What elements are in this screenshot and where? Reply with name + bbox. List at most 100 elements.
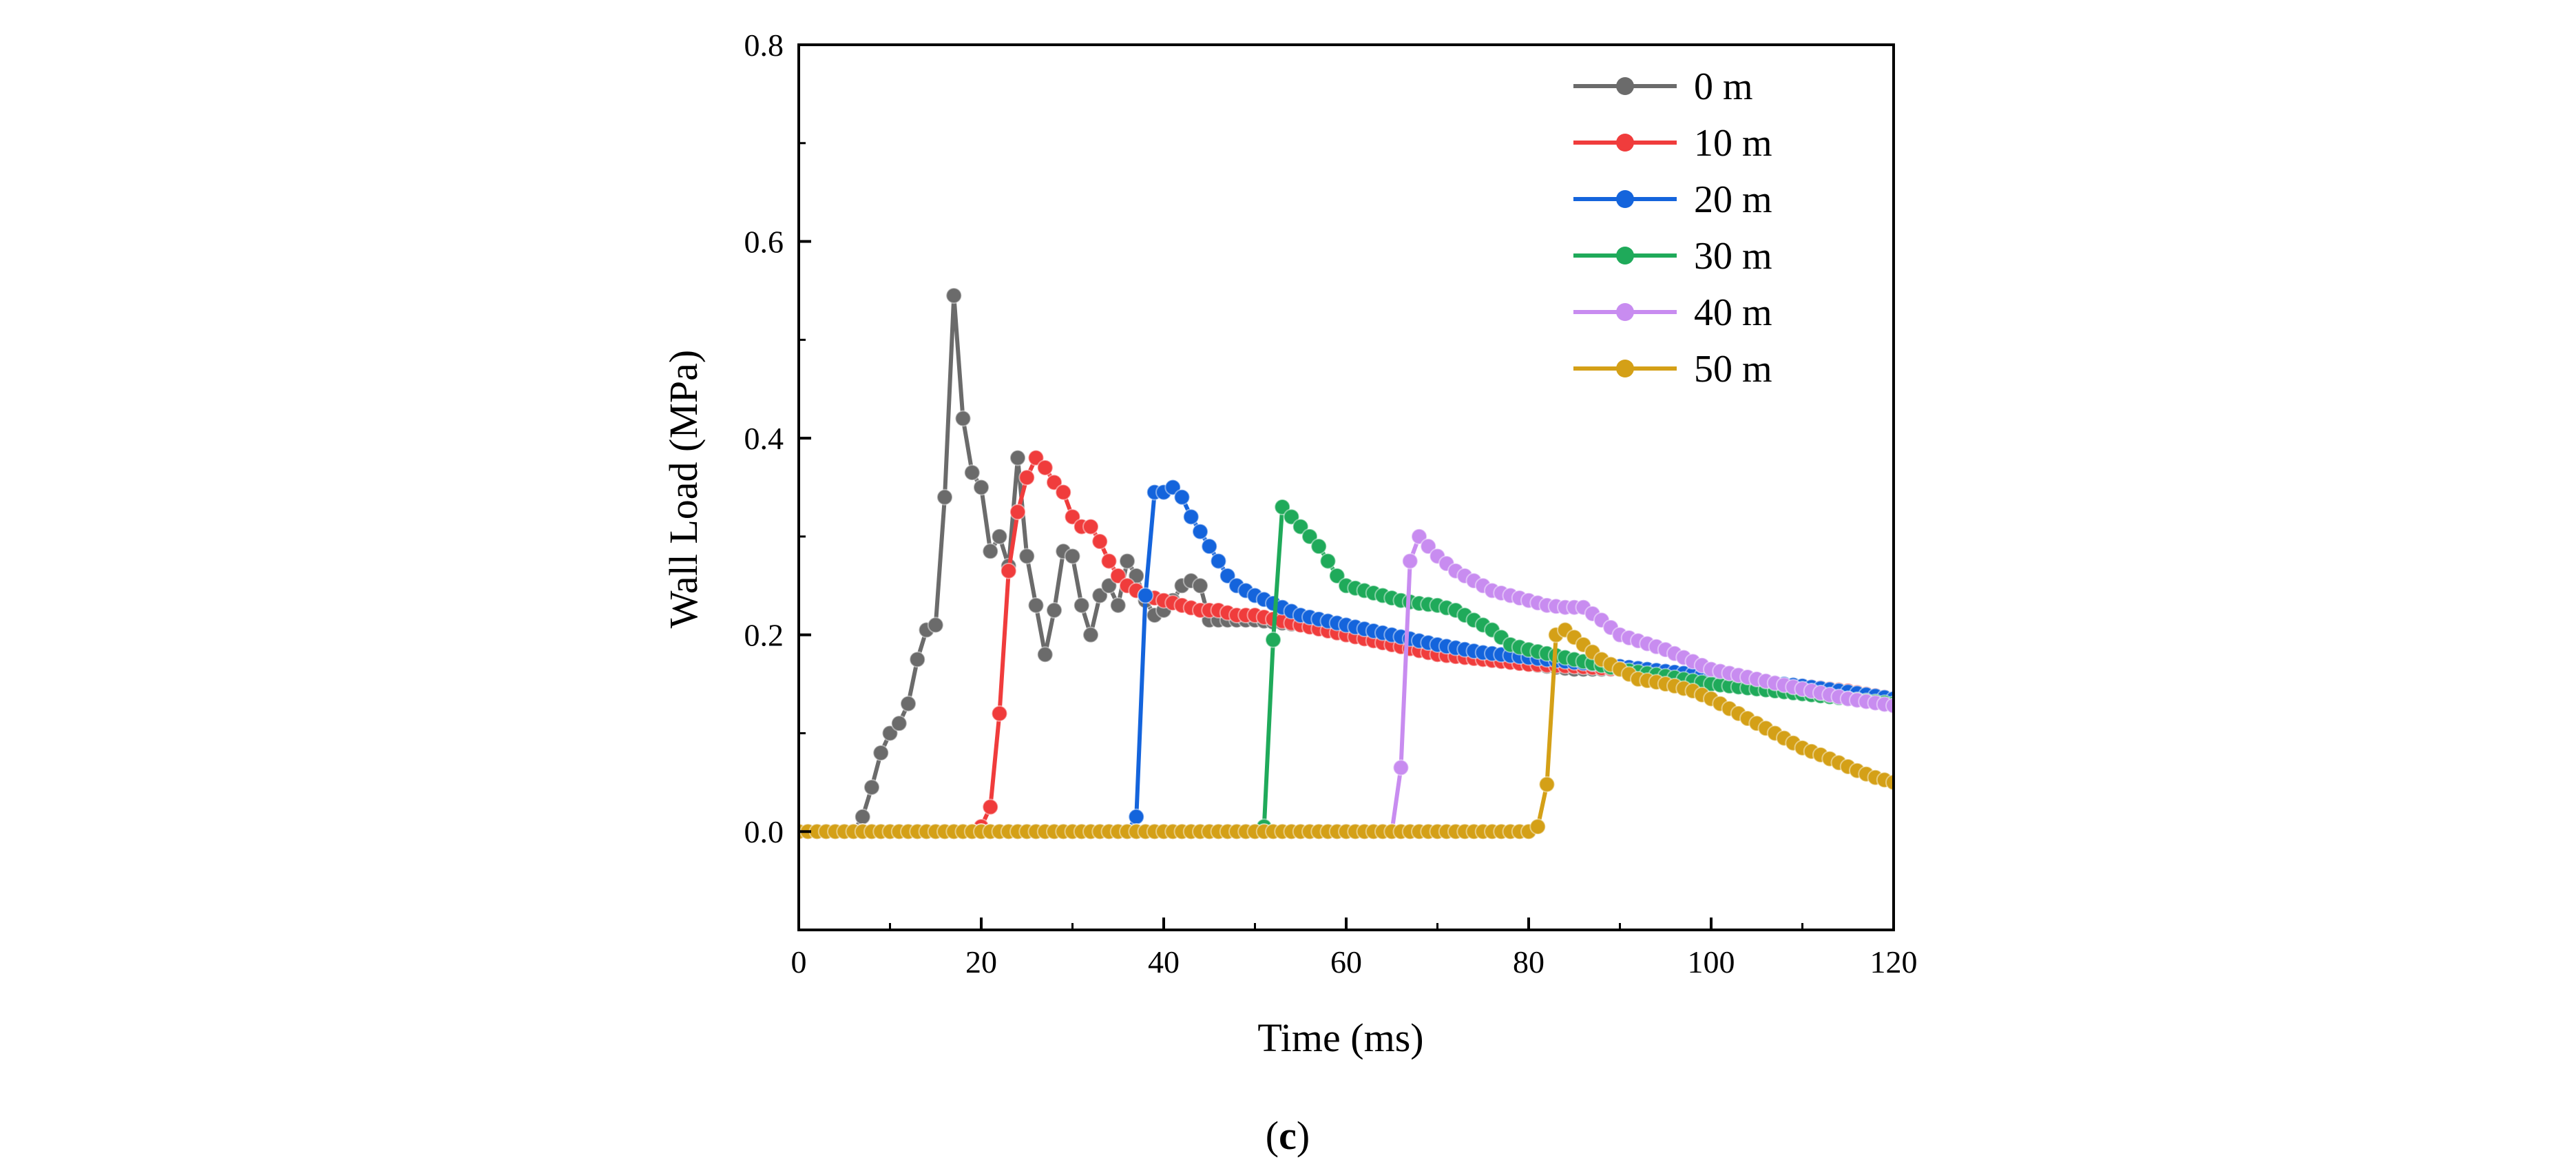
data-point-10-m xyxy=(1082,518,1099,535)
data-point-0-m xyxy=(963,464,981,481)
data-point-10-m xyxy=(1018,469,1036,486)
data-point-40-m xyxy=(1411,528,1427,545)
data-point-20-m xyxy=(1192,523,1208,540)
legend-marker xyxy=(1616,247,1634,265)
x-tick-label: 60 xyxy=(1330,944,1362,980)
data-point-0-m xyxy=(909,651,926,668)
data-point-0-m xyxy=(900,695,917,712)
data-point-10-m xyxy=(1100,552,1118,570)
data-point-0-m xyxy=(1091,587,1109,604)
data-point-0-m xyxy=(1100,577,1118,594)
caption-close: ) xyxy=(1297,1113,1310,1158)
data-point-30-m xyxy=(1283,508,1300,526)
y-tick-label: 0.4 xyxy=(744,421,784,456)
data-point-40-m xyxy=(1392,759,1410,776)
data-point-0-m xyxy=(1109,597,1127,614)
data-point-50-m xyxy=(1538,776,1556,793)
data-point-10-m xyxy=(1091,533,1109,550)
legend-label: 0 m xyxy=(1694,65,1753,108)
data-point-10-m xyxy=(1000,562,1017,579)
data-point-40-m xyxy=(1420,538,1437,555)
x-tick-label: 0 xyxy=(791,944,807,980)
legend-marker xyxy=(1616,134,1634,152)
figure-caption: (c) xyxy=(1266,1113,1310,1158)
data-point-10-m xyxy=(1046,474,1062,491)
y-tick-label: 0.2 xyxy=(744,618,784,653)
data-point-20-m xyxy=(1128,808,1145,825)
data-point-0-m xyxy=(1009,449,1026,466)
data-point-30-m xyxy=(1292,518,1309,535)
data-point-10-m xyxy=(991,705,1008,722)
y-tick-label: 0.8 xyxy=(744,28,784,63)
data-point-50-m xyxy=(1529,818,1547,836)
data-point-30-m xyxy=(1310,538,1328,555)
data-point-0-m xyxy=(945,287,963,304)
series-line-50-m xyxy=(799,628,1894,834)
data-point-20-m xyxy=(1210,552,1227,570)
y-axis-title: Wall Load (MPa) xyxy=(661,350,706,628)
data-point-40-m xyxy=(1885,697,1894,714)
data-point-0-m xyxy=(881,725,899,742)
series-line-10-m xyxy=(799,455,1894,834)
legend-label: 20 m xyxy=(1694,178,1772,221)
caption-letter: c xyxy=(1279,1113,1297,1158)
data-point-10-m xyxy=(1055,484,1072,501)
legend-marker xyxy=(1616,303,1634,321)
data-point-10-m xyxy=(982,798,999,816)
data-point-10-m xyxy=(1036,459,1054,476)
data-point-0-m xyxy=(1046,601,1062,619)
data-point-30-m xyxy=(1274,499,1291,516)
data-point-0-m xyxy=(872,745,890,761)
data-point-0-m xyxy=(1082,626,1099,643)
x-tick-label: 120 xyxy=(1870,944,1918,980)
data-point-0-m xyxy=(854,808,871,825)
data-point-20-m xyxy=(1219,568,1236,584)
legend-marker xyxy=(1616,360,1634,377)
data-point-30-m xyxy=(1265,631,1281,648)
data-point-0-m xyxy=(973,479,989,496)
data-point-0-m xyxy=(1192,577,1208,594)
plot-area xyxy=(799,287,1894,840)
legend-label: 10 m xyxy=(1694,122,1772,165)
data-point-0-m xyxy=(1119,552,1135,570)
data-point-0-m xyxy=(863,778,880,796)
data-point-50-m xyxy=(1885,774,1894,791)
legend: 0 m 10 m 20 m 30 m 40 m 50 m xyxy=(1573,65,1772,391)
data-point-30-m xyxy=(1301,528,1318,545)
data-point-30-m xyxy=(1319,552,1337,570)
data-point-0-m xyxy=(890,715,908,732)
x-tick-label: 40 xyxy=(1148,944,1180,980)
series-line-20-m xyxy=(799,485,1894,834)
legend-label: 30 m xyxy=(1694,235,1772,278)
data-point-20-m xyxy=(1173,488,1191,506)
data-point-0-m xyxy=(1064,548,1081,565)
x-tick-label: 80 xyxy=(1513,944,1544,980)
data-point-20-m xyxy=(1164,479,1182,496)
y-tick-label: 0.0 xyxy=(744,814,784,849)
data-point-20-m xyxy=(1137,587,1154,604)
data-point-0-m xyxy=(936,488,953,506)
data-point-0-m xyxy=(1036,646,1054,663)
data-point-20-m xyxy=(1182,508,1200,526)
data-point-10-m xyxy=(1109,568,1127,584)
data-point-40-m xyxy=(1401,552,1418,570)
data-point-20-m xyxy=(1201,538,1218,555)
y-tick-label: 0.6 xyxy=(744,225,784,260)
caption-open: ( xyxy=(1266,1113,1279,1158)
data-point-0-m xyxy=(954,410,972,427)
data-point-0-m xyxy=(1018,548,1036,565)
legend-marker xyxy=(1616,77,1634,95)
series-group xyxy=(799,287,1894,840)
data-point-10-m xyxy=(1009,504,1026,521)
data-point-0-m xyxy=(927,616,944,634)
data-point-30-m xyxy=(1328,568,1345,584)
data-point-0-m xyxy=(982,543,999,560)
legend-label: 40 m xyxy=(1694,291,1772,334)
x-tick-label: 100 xyxy=(1688,944,1735,980)
legend-label: 50 m xyxy=(1694,348,1772,391)
legend-marker xyxy=(1616,190,1634,208)
data-point-10-m xyxy=(1064,508,1081,526)
data-point-10-m xyxy=(1027,449,1045,466)
axes: 0 20 40 60 80 100 120 0.0 0.2 0.4 0.6 0.8 xyxy=(744,28,1918,980)
